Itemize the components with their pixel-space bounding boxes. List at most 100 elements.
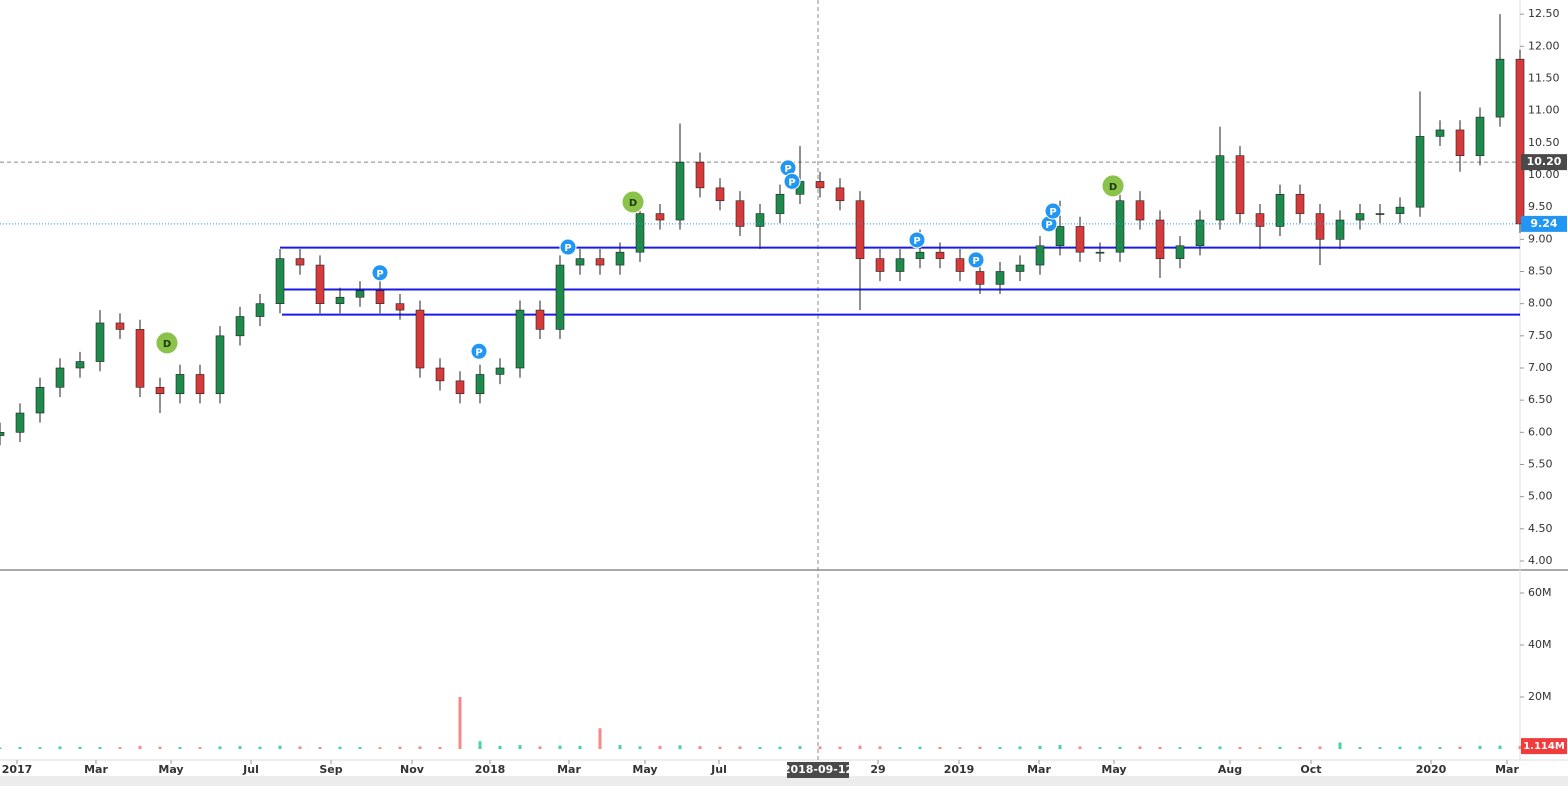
volume-bar <box>1398 746 1402 749</box>
volume-bar <box>1418 746 1422 749</box>
y-tick-label: 11.50 <box>1528 71 1560 84</box>
candle-body <box>55 367 65 388</box>
candle-body <box>75 361 85 369</box>
crosshair-price-label: 10.20 <box>1527 155 1562 168</box>
volume-bar <box>58 746 62 749</box>
volume-bar <box>478 741 482 749</box>
candle-body <box>555 264 565 330</box>
y-tick-label: 4.50 <box>1528 522 1553 535</box>
event-marker <box>783 172 801 190</box>
event-marker <box>621 190 645 214</box>
candle-body <box>935 251 945 259</box>
x-tick-label: 2020 <box>1416 763 1447 776</box>
volume-bar <box>18 746 22 749</box>
volume-bar <box>1338 742 1342 749</box>
volume-badge <box>1521 738 1567 755</box>
event-marker-label: P <box>1049 207 1056 218</box>
volume-bar <box>1438 746 1442 749</box>
event-marker <box>559 238 577 256</box>
x-tick-label: May <box>158 763 183 776</box>
volume-tick-label: 20M <box>1528 690 1552 703</box>
event-marker-label: D <box>163 339 171 350</box>
event-marker-label: P <box>1045 220 1052 231</box>
candle-body <box>1495 58 1505 118</box>
candle-body <box>475 374 485 395</box>
candle-body <box>655 213 665 221</box>
candle-body <box>1095 251 1105 254</box>
candle-body <box>35 386 45 414</box>
event-marker <box>371 264 389 282</box>
x-tick-label: May <box>1101 763 1126 776</box>
status-strip <box>0 776 1568 786</box>
x-tick-label: Mar <box>557 763 581 776</box>
event-marker <box>967 251 985 269</box>
volume-bar <box>998 746 1002 749</box>
candle-body <box>615 251 625 266</box>
candle-body <box>955 258 965 272</box>
candle-body <box>1415 136 1425 208</box>
candle-body <box>315 264 325 304</box>
candle-body <box>1195 219 1205 247</box>
volume-bar <box>1058 745 1062 749</box>
candle-body <box>575 258 585 266</box>
candle-body <box>1155 219 1165 259</box>
volume-bar <box>198 747 202 749</box>
event-marker-label: D <box>629 198 637 209</box>
candle-body <box>715 187 725 202</box>
event-marker-label: P <box>913 236 920 247</box>
candle-body <box>675 161 685 221</box>
y-tick-label: 10.00 <box>1528 168 1560 181</box>
volume-bar <box>1038 745 1042 749</box>
candle-body <box>295 258 305 266</box>
volume-bar <box>938 746 942 749</box>
candle-body <box>595 258 605 266</box>
x-tick-label: Sep <box>319 763 342 776</box>
candle-body <box>635 213 645 253</box>
candle-body <box>1035 245 1045 266</box>
volume-bar <box>1218 746 1222 749</box>
candle-body <box>735 200 745 227</box>
volume-bar <box>918 746 922 749</box>
candle-body <box>115 322 125 330</box>
candle-body <box>495 367 505 375</box>
volume-bar <box>618 745 622 749</box>
candle-body <box>235 316 245 337</box>
x-tick-label: Jul <box>242 763 259 776</box>
candle-body <box>1135 200 1145 221</box>
volume-bar <box>418 746 422 749</box>
y-tick-label: 5.50 <box>1528 457 1553 470</box>
volume-bar <box>1198 746 1202 749</box>
y-tick-label: 4.00 <box>1528 554 1553 567</box>
volume-bar <box>1098 746 1102 749</box>
y-tick-label: 8.00 <box>1528 297 1553 310</box>
volume-bar <box>538 746 542 749</box>
candle-body <box>215 335 225 395</box>
candle-body <box>1355 213 1365 221</box>
candle-body <box>1255 213 1265 227</box>
volume-bar <box>158 746 162 749</box>
volume-bar <box>958 747 962 749</box>
candle-body <box>1315 213 1325 240</box>
candle-body <box>1475 116 1485 156</box>
volume-bar <box>778 746 782 749</box>
volume-bar <box>1118 746 1122 749</box>
volume-bar <box>698 746 702 749</box>
candle-body <box>775 193 785 214</box>
volume-bar <box>818 746 822 749</box>
event-marker <box>470 342 488 360</box>
event-marker-label: P <box>475 347 482 358</box>
volume-tick-label: 60M <box>1528 586 1552 599</box>
y-tick-label: 12.50 <box>1528 7 1560 20</box>
candle-body <box>1515 58 1525 225</box>
volume-bar <box>1078 746 1082 749</box>
y-tick-label: 8.50 <box>1528 264 1553 277</box>
volume-bar <box>718 746 722 749</box>
event-marker-label: P <box>564 243 571 254</box>
volume-tick-label: 40M <box>1528 638 1552 651</box>
candle-body <box>1055 226 1065 247</box>
x-tick-label: Jul <box>710 763 727 776</box>
volume-bar <box>318 746 322 749</box>
volume-bar <box>1378 747 1382 749</box>
crosshair-date-label: 2018-09-12 <box>783 763 853 776</box>
